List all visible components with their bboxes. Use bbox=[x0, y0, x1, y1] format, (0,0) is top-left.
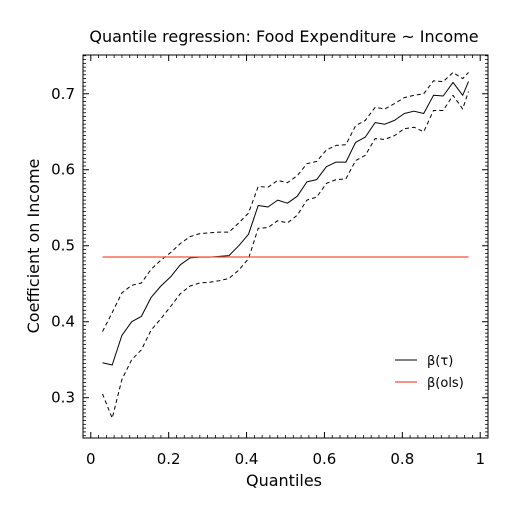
y-tick-label: 0.4 bbox=[51, 313, 75, 331]
legend-label-beta-tau: β(τ) bbox=[427, 354, 453, 369]
y-tick-label: 0.6 bbox=[51, 161, 75, 179]
legend: β(τ) β(ols) bbox=[395, 354, 464, 391]
series-layer bbox=[102, 72, 469, 419]
y-tick-label: 0.3 bbox=[51, 389, 75, 407]
x-tick-label: 0.6 bbox=[313, 450, 337, 468]
plot-area: 0 0.2 0.4 0.6 0.8 1 0.3 0.4 0.5 0.6 0.7 bbox=[51, 54, 489, 468]
y-axis-label: Coefficient on Income bbox=[24, 159, 43, 334]
y-axis: 0.3 0.4 0.5 0.6 0.7 bbox=[51, 55, 488, 437]
x-tick-label: 0.8 bbox=[390, 450, 414, 468]
y-tick-label: 0.7 bbox=[51, 85, 75, 103]
x-tick-label: 0.2 bbox=[157, 450, 181, 468]
x-tick-label: 0.4 bbox=[235, 450, 259, 468]
y-tick-label: 0.5 bbox=[51, 237, 75, 255]
upper-bound-line bbox=[102, 72, 469, 332]
x-tick-label: 1 bbox=[475, 450, 485, 468]
x-tick-label: 0 bbox=[86, 450, 96, 468]
lower-bound-line bbox=[102, 91, 469, 419]
x-axis: 0 0.2 0.4 0.6 0.8 1 bbox=[82, 55, 489, 468]
x-axis-label: Quantiles bbox=[246, 471, 322, 490]
beta-tau-line bbox=[102, 81, 469, 366]
chart-title: Quantile regression: Food Expenditure ~ … bbox=[89, 27, 478, 46]
legend-label-beta-ols: β(ols) bbox=[427, 376, 464, 391]
